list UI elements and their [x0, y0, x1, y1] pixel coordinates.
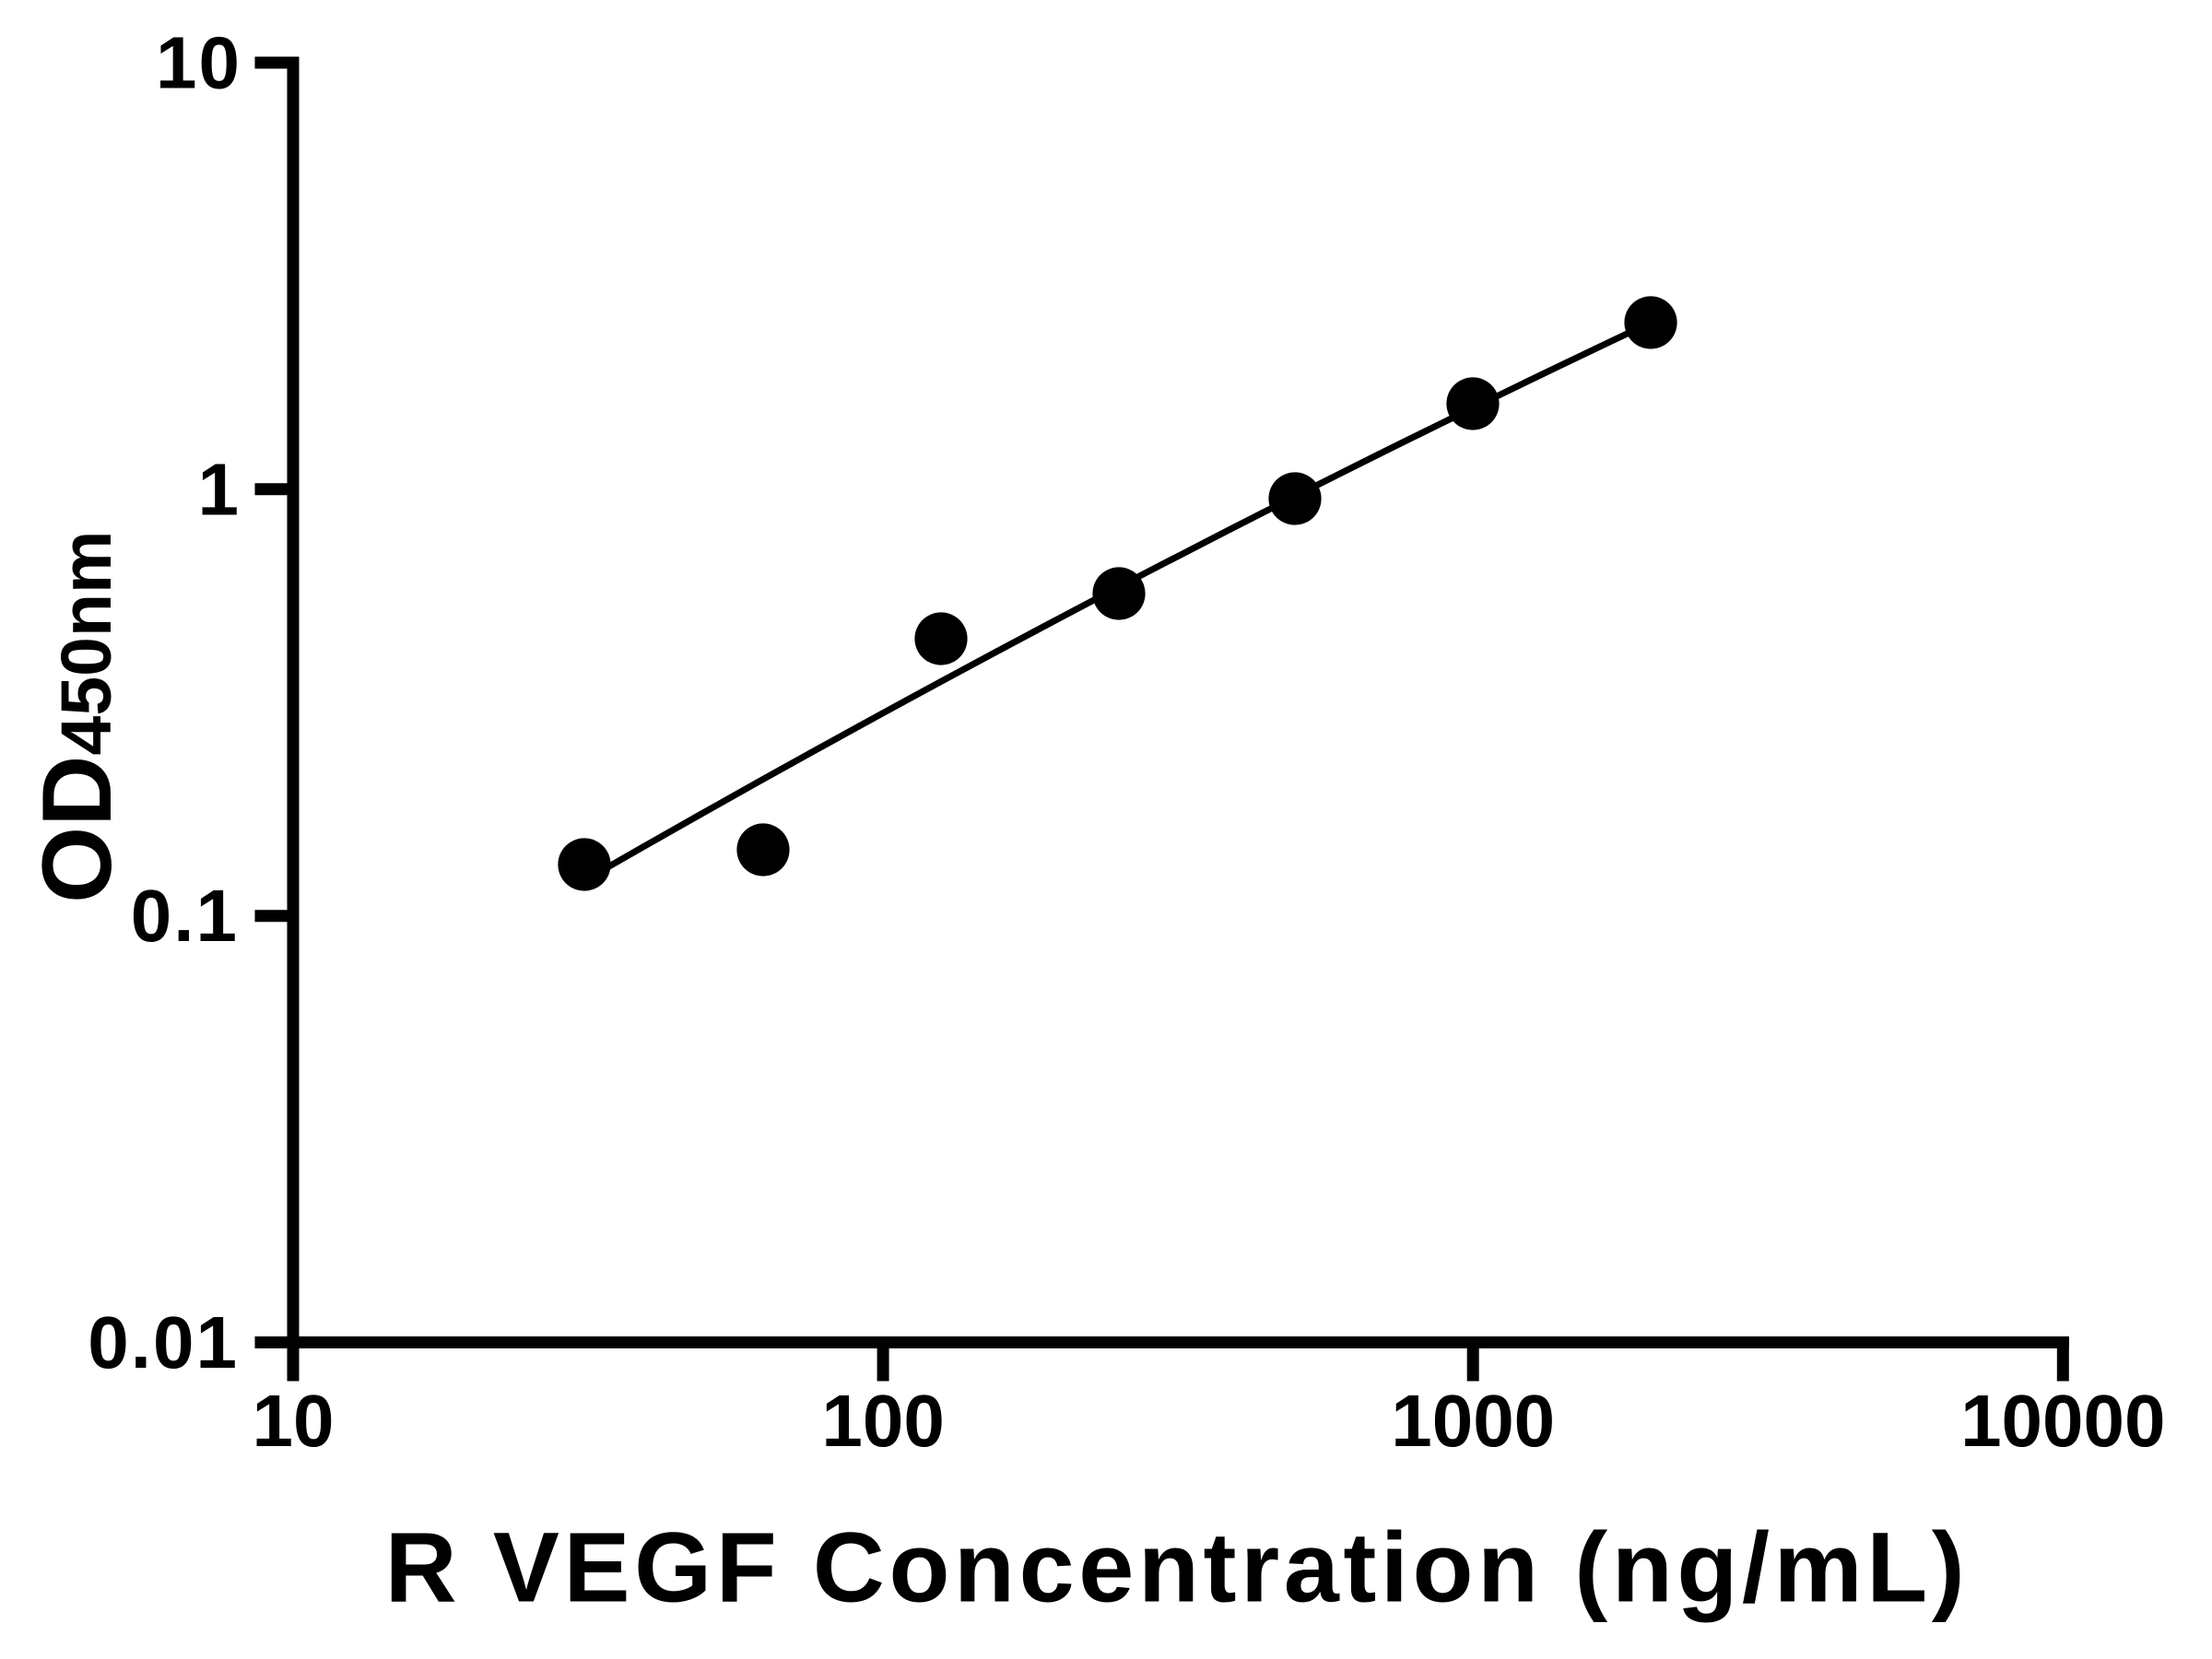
- svg-text:1000: 1000: [1391, 1380, 1555, 1462]
- svg-text:10000: 10000: [1960, 1380, 2165, 1462]
- svg-text:OD450nm: OD450nm: [21, 531, 132, 903]
- svg-text:100: 100: [821, 1380, 944, 1462]
- svg-text:0.1: 0.1: [131, 875, 239, 957]
- svg-text:R VEGF Concentration (ng/mL): R VEGF Concentration (ng/mL): [385, 1512, 1970, 1623]
- svg-text:10: 10: [253, 1380, 335, 1462]
- svg-text:1: 1: [198, 448, 240, 530]
- svg-text:10: 10: [156, 22, 241, 104]
- svg-text:0.01: 0.01: [88, 1301, 239, 1383]
